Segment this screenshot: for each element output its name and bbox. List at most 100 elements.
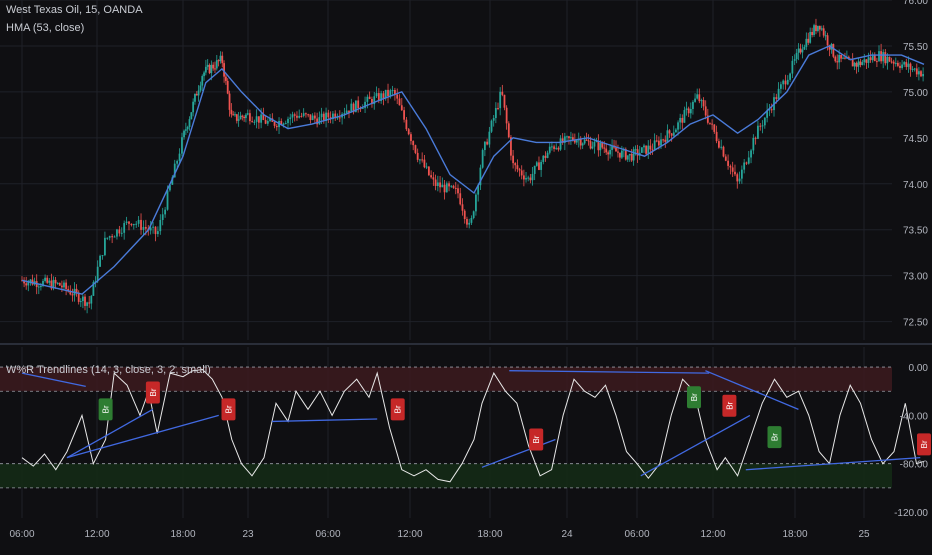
candle-up[interactable] [740,169,743,179]
candle-up[interactable] [540,161,543,170]
candle-down[interactable] [352,103,355,113]
candle-down[interactable] [897,62,899,66]
candle-up[interactable] [499,91,502,109]
candle-up[interactable] [907,63,910,67]
candle-down[interactable] [466,219,468,225]
wpr-legend[interactable]: W%R Trendlines (14, 3, close, 3, 2, smal… [6,364,211,376]
candle-up[interactable] [683,110,686,123]
candle-up[interactable] [743,162,746,170]
candle-down[interactable] [461,204,464,211]
candle-up[interactable] [768,109,771,111]
candle-up[interactable] [384,89,387,99]
candle-up[interactable] [793,59,796,61]
candle-up[interactable] [82,296,84,302]
candle-up[interactable] [566,136,568,138]
candle-down[interactable] [571,137,574,140]
candle-down[interactable] [503,94,506,108]
candle-down[interactable] [423,159,426,168]
candle-up[interactable] [27,282,30,286]
price-legend-title[interactable]: West Texas Oil, 15, OANDA [6,4,143,16]
candle-down[interactable] [657,140,660,146]
candle-down[interactable] [368,96,371,100]
candle-up[interactable] [92,282,95,296]
candle-up[interactable] [679,117,682,123]
candle-up[interactable] [922,74,924,77]
candle-up[interactable] [583,139,586,144]
candle-up[interactable] [494,108,497,119]
candle-up[interactable] [857,61,860,67]
candle-down[interactable] [67,288,70,291]
candle-down[interactable] [348,110,350,113]
candle-up[interactable] [475,194,477,212]
candle-up[interactable] [266,121,269,124]
candle-down[interactable] [58,282,61,286]
candle-up[interactable] [782,80,785,85]
candle-up[interactable] [149,227,152,231]
candle-down[interactable] [589,141,592,149]
candle-down[interactable] [338,117,341,119]
candle-up[interactable] [246,113,249,115]
candle-up[interactable] [366,96,369,102]
candle-up[interactable] [525,178,527,180]
candle-up[interactable] [599,142,602,151]
candle-down[interactable] [225,76,227,81]
candle-down[interactable] [23,280,25,284]
candle-up[interactable] [86,302,88,306]
candle-down[interactable] [770,109,773,111]
candle-up[interactable] [260,114,263,123]
candle-up[interactable] [186,126,189,130]
candle-down[interactable] [398,98,401,106]
candle-up[interactable] [779,84,782,89]
candle-down[interactable] [452,185,455,188]
candle-up[interactable] [350,103,353,113]
candle-up[interactable] [643,145,645,148]
candle-up[interactable] [178,153,181,161]
candle-down[interactable] [892,61,895,64]
trendline[interactable] [66,414,219,459]
candle-down[interactable] [457,188,459,194]
candle-up[interactable] [563,136,566,143]
candle-up[interactable] [542,155,545,162]
trendline[interactable] [705,370,799,410]
candle-up[interactable] [201,76,204,86]
candle-down[interactable] [251,121,254,123]
candle-up[interactable] [116,229,118,237]
candle-down[interactable] [228,93,231,110]
candle-up[interactable] [373,96,376,105]
trendline[interactable] [21,372,86,388]
candle-up[interactable] [842,57,844,59]
candle-up[interactable] [468,222,471,225]
candle-up[interactable] [533,165,536,174]
candle-down[interactable] [607,152,610,155]
candle-up[interactable] [445,183,448,193]
candle-down[interactable] [407,129,410,135]
candle-up[interactable] [824,35,827,37]
candle-up[interactable] [913,68,916,70]
candle-down[interactable] [71,294,74,296]
candle-down[interactable] [702,100,705,107]
candle-down[interactable] [154,226,157,235]
candle-up[interactable] [632,149,635,161]
candle-up[interactable] [159,219,162,232]
candle-up[interactable] [555,147,558,149]
candle-down[interactable] [711,123,713,125]
candle-up[interactable] [761,125,764,127]
candle-up[interactable] [44,277,46,281]
candle-up[interactable] [63,282,65,288]
candle-up[interactable] [29,279,32,283]
candle-down[interactable] [111,236,114,238]
candle-up[interactable] [450,185,453,187]
candle-down[interactable] [54,279,57,284]
candle-up[interactable] [332,113,334,120]
trendline[interactable] [481,438,556,468]
candle-down[interactable] [377,93,380,101]
candle-down[interactable] [84,296,86,306]
candle-down[interactable] [649,145,652,150]
candle-up[interactable] [675,129,677,133]
candle-down[interactable] [624,149,627,160]
candle-down[interactable] [313,115,316,119]
candle-down[interactable] [920,71,922,77]
trendline[interactable] [271,418,378,423]
candle-down[interactable] [662,139,665,141]
candle-down[interactable] [430,175,433,178]
